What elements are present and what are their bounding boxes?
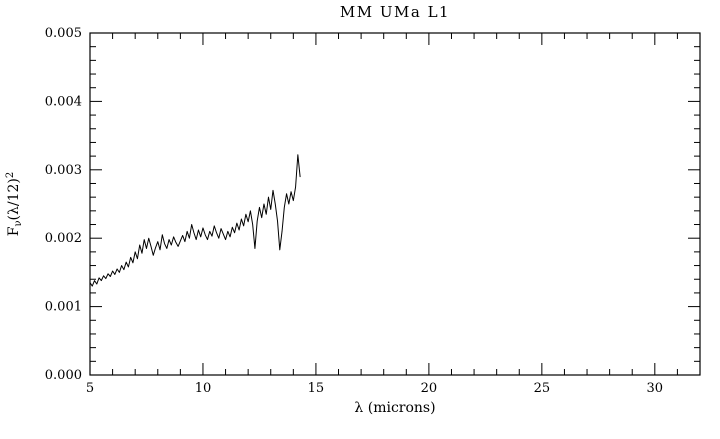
- y-tick-label: 0.002: [45, 231, 82, 246]
- y-tick-label: 0.000: [45, 368, 82, 383]
- x-axis-label: λ (microns): [354, 400, 435, 416]
- y-tick-label: 0.004: [45, 94, 82, 109]
- x-tick-label: 25: [534, 381, 551, 396]
- plot-content: 5 10 15 20 25 30 0.000 0.001 0.002 0.003 0.004 0.00…: [45, 26, 701, 396]
- x-tick-label: 15: [308, 381, 325, 396]
- spectrum-line: [89, 154, 301, 287]
- plot-frame: [89, 32, 701, 376]
- x-tick-label: 30: [647, 381, 664, 396]
- chart-title: MM UMa L1: [340, 3, 450, 21]
- y-label-base: F: [6, 226, 22, 236]
- y-label-mid: (λ/12): [6, 178, 22, 220]
- x-tick-label: 10: [195, 381, 212, 396]
- y-label-subscript: ν: [13, 220, 24, 226]
- x-tick-label: 20: [421, 381, 438, 396]
- y-label-superscript: 2: [5, 172, 16, 178]
- y-tick-label: 0.003: [45, 163, 82, 178]
- x-tick-label: 5: [86, 381, 94, 396]
- y-tick-label: 0.001: [45, 300, 82, 315]
- y-axis-label: Fν(λ/12)2: [5, 172, 24, 237]
- y-tick-label: 0.005: [45, 26, 82, 41]
